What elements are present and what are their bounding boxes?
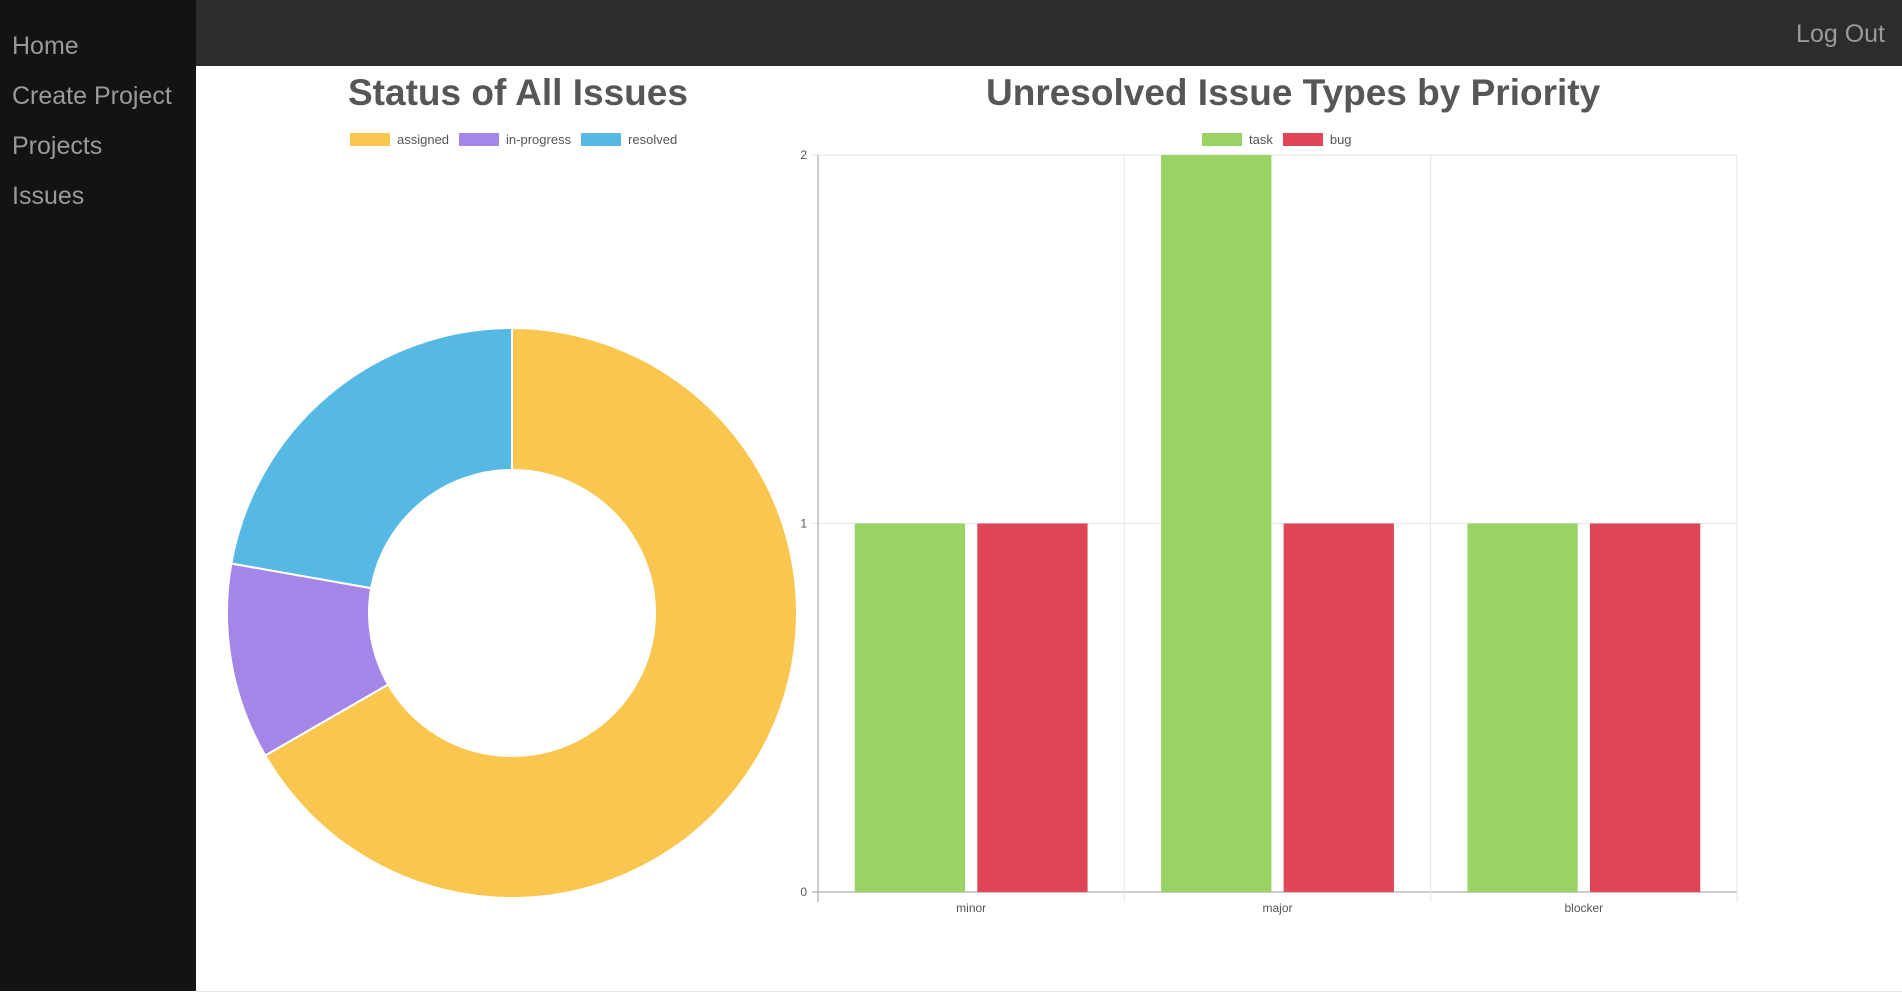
y-tick-label: 1 — [800, 517, 807, 531]
legend-swatch-assigned — [350, 133, 390, 146]
legend-label-in-progress: in-progress — [506, 132, 572, 147]
sidebar-nav: Home Create Project Projects Issues — [0, 31, 172, 231]
x-tick-label: major — [1262, 901, 1292, 915]
donut-slice-resolved — [230, 326, 513, 590]
bar-bug-blocker — [1589, 523, 1701, 892]
y-tick-label: 2 — [800, 148, 807, 162]
bar-bug-minor — [977, 523, 1088, 892]
status-chart-legend: assigned in-progress resolved — [350, 132, 687, 147]
legend-item-assigned[interactable]: assigned — [350, 132, 449, 147]
sidebar-item-issues[interactable]: Issues — [12, 182, 85, 210]
footer-divider — [196, 991, 1902, 992]
priority-chart-title: Unresolved Issue Types by Priority — [986, 72, 1601, 113]
sidebar-item-home[interactable]: Home — [12, 32, 79, 60]
sidebar-item-projects[interactable]: Projects — [12, 132, 103, 160]
legend-item-in-progress[interactable]: in-progress — [459, 132, 571, 147]
top-bar: Log Out — [196, 0, 1902, 66]
status-chart-title: Status of All Issues — [348, 72, 688, 113]
x-tick-label: blocker — [1564, 901, 1603, 915]
sidebar-item-create-project[interactable]: Create Project — [12, 82, 172, 110]
legend-swatch-in-progress — [459, 133, 500, 146]
legend-swatch-task — [1202, 133, 1242, 146]
legend-label-assigned: assigned — [397, 132, 450, 147]
legend-label-task: task — [1249, 132, 1273, 147]
bar-bug-major — [1283, 523, 1394, 892]
x-tick-label: minor — [956, 901, 986, 915]
legend-swatch-bug — [1282, 133, 1323, 146]
legend-item-bug[interactable]: bug — [1282, 132, 1352, 147]
y-tick-label: 0 — [800, 885, 807, 899]
legend-label-bug: bug — [1329, 132, 1352, 147]
bar-task-blocker — [1467, 523, 1578, 892]
legend-label-resolved: resolved — [628, 132, 678, 147]
bar-task-minor — [854, 523, 966, 892]
sidebar: Home Create Project Projects Issues — [0, 0, 196, 991]
legend-swatch-resolved — [581, 133, 622, 146]
legend-item-task[interactable]: task — [1202, 132, 1273, 147]
donut-slice-assigned — [263, 326, 798, 899]
logout-link[interactable]: Log Out — [1796, 20, 1885, 48]
bar-task-major — [1161, 155, 1272, 892]
legend-item-resolved[interactable]: resolved — [581, 132, 677, 147]
priority-chart-legend: task bug — [1202, 132, 1362, 147]
